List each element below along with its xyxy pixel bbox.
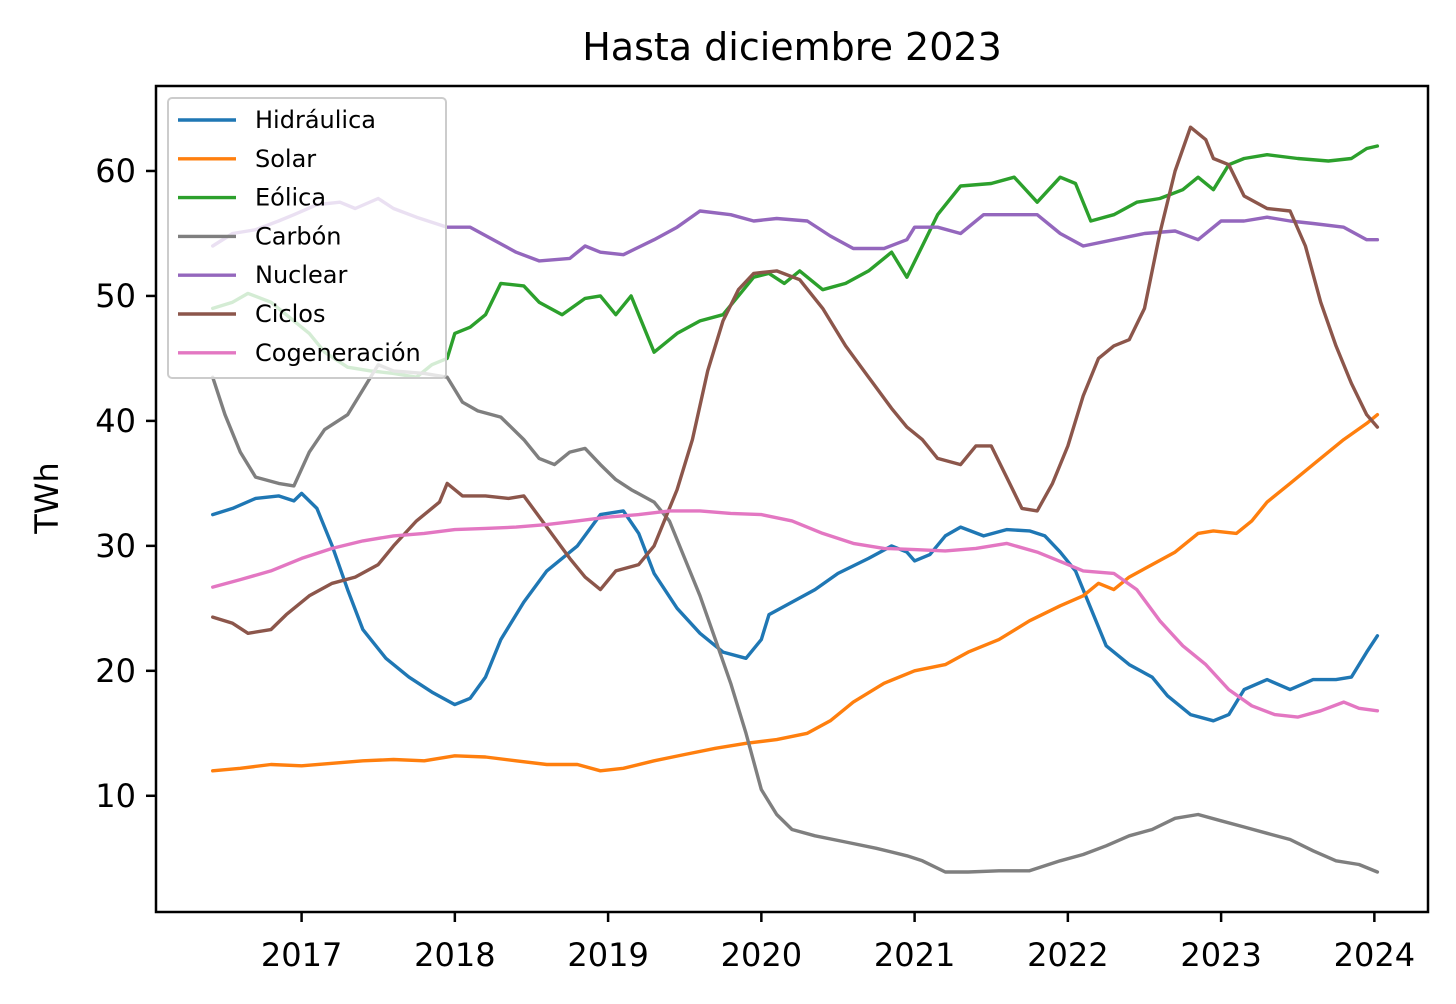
legend-label: Ciclos: [255, 300, 325, 328]
y-tick-label: 50: [95, 277, 136, 315]
x-axis: 2017 2018 2019 2020 2021 2022 2023 2024: [261, 912, 1415, 974]
legend-label: Solar: [255, 145, 316, 173]
series-line-cogeneracion: [211, 509, 1380, 719]
plot-frame: [154, 84, 1430, 914]
y-axis-label: TWh: [28, 462, 66, 534]
x-tick-label: 2023: [1180, 936, 1261, 974]
x-tick-label: 2019: [567, 936, 648, 974]
y-tick-label: 10: [95, 777, 136, 815]
legend-label: Cogeneración: [255, 339, 421, 367]
chart-title: Hasta diciembre 2023: [582, 25, 1002, 69]
x-tick-label: 2018: [414, 936, 495, 974]
y-axis: 10 20 30 40 50 60: [95, 152, 156, 815]
legend-label: Nuclear: [255, 261, 348, 289]
y-tick-label: 60: [95, 152, 136, 190]
y-tick-label: 30: [95, 527, 136, 565]
series-line-ciclos: [211, 125, 1380, 635]
legend-label: Carbón: [255, 222, 341, 250]
x-tick-label: 2020: [721, 936, 802, 974]
x-tick-label: 2021: [874, 936, 955, 974]
y-tick-label: 40: [95, 402, 136, 440]
series-line-carbon: [211, 363, 1380, 874]
legend-box: [167, 97, 447, 379]
x-tick-label: 2017: [261, 936, 342, 974]
legend-label: Hidráulica: [255, 106, 376, 134]
series-line-hidraulica: [211, 491, 1380, 723]
legend-label: Eólica: [255, 184, 326, 212]
x-tick-label: 2024: [1334, 936, 1415, 974]
x-tick-label: 2022: [1027, 936, 1108, 974]
y-tick-label: 20: [95, 652, 136, 690]
legend: Hidráulica Solar Eólica Carbón Nuclear Ciclos…: [167, 97, 447, 379]
series-line-solar: [211, 413, 1380, 773]
